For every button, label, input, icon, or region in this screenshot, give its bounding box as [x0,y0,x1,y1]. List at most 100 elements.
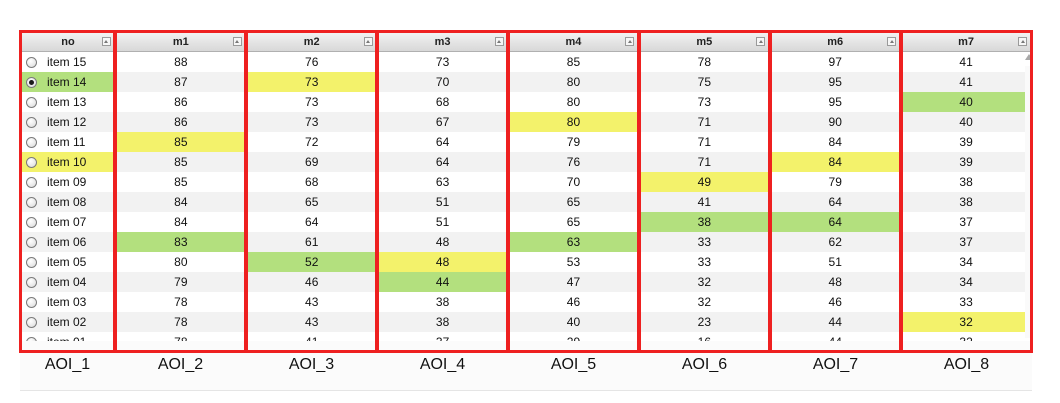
row-name-cell[interactable]: item 04 [21,272,116,292]
value-cell-m6: 90 [770,112,902,132]
value-cell-m2: 43 [246,312,378,332]
value-cell-m5: 71 [639,132,771,152]
row-name-cell[interactable]: item 07 [21,212,116,232]
table-row[interactable]: item 14 87 73 70 80 75 95 41 [21,72,1033,92]
column-header-m7[interactable]: m7 [901,32,1033,52]
value-cell-m4: 80 [508,72,640,92]
value-cell-m1: 86 [115,112,247,132]
row-select-radio[interactable] [26,76,37,88]
row-select-radio[interactable] [26,276,37,288]
aoi-label-strip [20,341,1032,391]
row-name-label: item 08 [47,195,87,209]
aoi-label-3: AOI_3 [288,356,335,373]
table-row[interactable]: item 11 85 72 64 79 71 84 39 [21,132,1033,152]
row-select-radio[interactable] [26,56,37,68]
table-header-row: no m1 m2 m3 m4 m5 m6 m7 [21,32,1033,52]
row-name-cell[interactable]: item 12 [21,112,116,132]
column-header-m5[interactable]: m5 [639,32,771,52]
table-row[interactable]: item 08 84 65 51 65 41 64 38 [21,192,1033,212]
row-name-cell[interactable]: item 15 [21,52,116,72]
table-row[interactable]: item 05 80 52 48 53 33 51 34 [21,252,1033,272]
row-select-radio[interactable] [26,116,37,128]
value-cell-m3: 64 [377,152,509,172]
table-row[interactable]: item 02 78 43 38 40 23 44 32 [21,312,1033,332]
value-cell-m1: 84 [115,192,247,212]
sort-toggle-icon[interactable] [887,37,897,46]
sort-toggle-icon[interactable] [101,37,111,46]
value-cell-m7: 37 [901,232,1033,252]
row-name-label: item 13 [47,95,87,109]
value-cell-m3: 48 [377,252,509,272]
row-name-cell[interactable]: item 08 [21,192,116,212]
table-row[interactable]: item 07 84 64 51 65 38 64 37 [21,212,1033,232]
row-select-radio[interactable] [26,136,37,148]
value-cell-m4: 53 [509,252,640,272]
row-name-cell[interactable]: item 09 [21,172,116,192]
value-cell-m7: 37 [901,212,1033,232]
value-cell-m2: 73 [246,72,378,92]
row-select-radio[interactable] [26,296,37,308]
aoi-label-4: AOI_4 [419,356,466,373]
row-select-radio[interactable] [26,316,37,328]
value-cell-m7: 41 [901,52,1033,72]
row-name-label: item 09 [47,175,87,189]
column-header-m1[interactable]: m1 [115,32,247,52]
value-cell-m6: 51 [770,252,902,272]
value-cell-m1: 78 [115,312,247,332]
value-cell-m7: 34 [901,272,1033,292]
row-select-radio[interactable] [26,236,37,248]
column-header-no[interactable]: no [21,32,116,52]
column-header-m6[interactable]: m6 [770,32,902,52]
value-cell-m2: 73 [247,92,378,112]
table-row[interactable]: item 13 86 73 68 80 73 95 40 [21,92,1033,112]
value-cell-m7: 40 [901,112,1033,132]
row-name-cell[interactable]: item 13 [21,92,116,112]
row-name-cell[interactable]: item 05 [21,252,116,272]
table-row[interactable]: item 10 85 69 64 76 71 84 39 [21,152,1033,172]
value-cell-m2: 46 [246,272,378,292]
scroll-up-arrow-icon[interactable] [1025,51,1033,63]
aoi-label-5: AOI_5 [550,356,597,373]
sort-toggle-icon[interactable] [1018,37,1028,46]
sort-toggle-icon[interactable] [756,37,766,46]
row-select-radio[interactable] [26,156,37,168]
row-name-cell[interactable]: item 02 [21,312,116,332]
value-cell-m5: 32 [639,272,771,292]
value-cell-m7: 32 [901,312,1033,332]
row-select-radio[interactable] [26,256,37,268]
value-cell-m6: 84 [770,132,902,152]
sort-toggle-icon[interactable] [494,37,504,46]
value-cell-m3: 67 [377,112,509,132]
value-cell-m1: 86 [116,92,247,112]
row-select-radio[interactable] [26,216,37,228]
table-row[interactable]: item 09 85 68 63 70 49 79 38 [21,172,1033,192]
row-name-cell[interactable]: item 06 [21,232,116,252]
table-row[interactable]: item 04 79 46 44 47 32 48 34 [21,272,1033,292]
column-header-m4[interactable]: m4 [508,32,640,52]
value-cell-m1: 87 [115,72,247,92]
value-cell-m4: 79 [509,132,640,152]
row-name-cell[interactable]: item 10 [21,152,116,172]
row-name-cell[interactable]: item 03 [21,292,116,312]
column-header-m3[interactable]: m3 [377,32,509,52]
column-header-m2[interactable]: m2 [246,32,378,52]
value-cell-m2: 76 [247,52,378,72]
vertical-scrollbar[interactable] [1025,66,1033,338]
table-row[interactable]: item 03 78 43 38 46 32 46 33 [21,292,1033,312]
table-row[interactable]: item 15 88 76 73 85 78 97 41 [21,52,1033,72]
value-cell-m3: 51 [377,192,509,212]
value-cell-m5: 38 [639,212,771,232]
row-name-cell[interactable]: item 11 [21,132,116,152]
table-row[interactable]: item 06 83 61 48 63 33 62 37 [21,232,1033,252]
aoi-label-8: AOI_8 [943,356,990,373]
table-row[interactable]: item 12 86 73 67 80 71 90 40 [21,112,1033,132]
row-name-cell[interactable]: item 14 [21,72,116,92]
value-cell-m5: 78 [639,52,771,72]
sort-toggle-icon[interactable] [363,37,373,46]
row-select-radio[interactable] [26,96,37,108]
row-select-radio[interactable] [26,176,37,188]
sort-toggle-icon[interactable] [625,37,635,46]
row-select-radio[interactable] [26,196,37,208]
value-cell-m3: 51 [378,212,509,232]
sort-toggle-icon[interactable] [232,37,242,46]
